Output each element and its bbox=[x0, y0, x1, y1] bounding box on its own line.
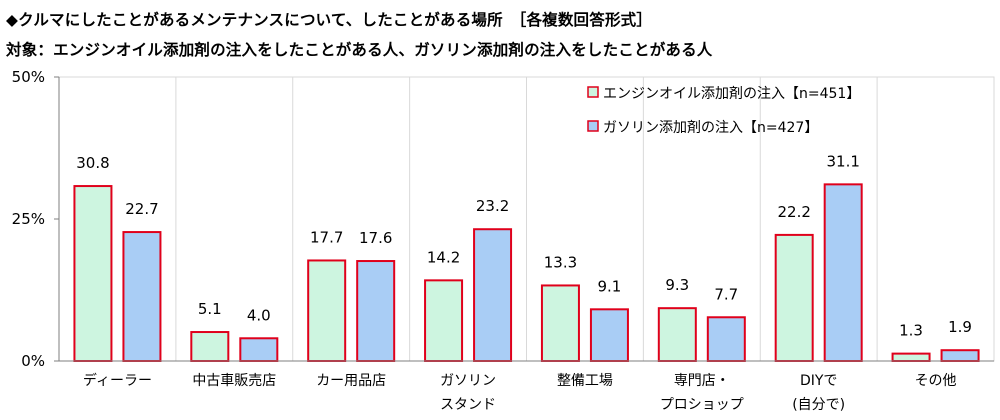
data-label: 7.7 bbox=[714, 285, 738, 303]
data-label: 22.2 bbox=[777, 203, 810, 221]
data-label: 17.6 bbox=[359, 229, 392, 247]
data-label: 31.1 bbox=[826, 152, 859, 170]
legend-swatch bbox=[587, 86, 599, 98]
legend-swatch bbox=[587, 120, 599, 132]
chart-subtitle: 対象：エンジンオイル添加剤の注入をしたことがある人、ガソリン添加剤の注入をしたこ… bbox=[6, 41, 713, 59]
category-label: 整備工場 bbox=[557, 373, 613, 389]
category-label: プロショップ bbox=[660, 397, 744, 413]
category-label: 中古車販売店 bbox=[192, 372, 276, 389]
category-label: その他 bbox=[915, 373, 957, 389]
data-label: 1.9 bbox=[948, 318, 972, 336]
bar bbox=[122, 231, 162, 362]
bar bbox=[774, 233, 814, 363]
data-label: 23.2 bbox=[476, 197, 509, 215]
data-label: 30.8 bbox=[76, 154, 109, 172]
legend-label: エンジンオイル添加剤の注入【n=451】 bbox=[603, 86, 860, 102]
bar bbox=[307, 259, 347, 362]
bar bbox=[891, 352, 931, 362]
data-label: 5.1 bbox=[198, 300, 222, 318]
data-label: 14.2 bbox=[427, 248, 460, 266]
data-label: 17.7 bbox=[310, 228, 343, 246]
category-label: スタンド bbox=[440, 397, 496, 413]
data-label: 9.3 bbox=[665, 276, 689, 294]
bar bbox=[190, 331, 230, 363]
data-label: 9.1 bbox=[598, 277, 622, 295]
category-label: ディーラー bbox=[83, 372, 152, 389]
category-label: カー用品店 bbox=[316, 373, 386, 389]
y-tick-label: 50% bbox=[12, 68, 45, 86]
bar bbox=[940, 349, 980, 363]
data-label: 4.0 bbox=[247, 306, 271, 324]
bar bbox=[356, 260, 396, 363]
legend-label: ガソリン添加剤の注入【n=427】 bbox=[603, 120, 818, 136]
bar bbox=[239, 337, 279, 362]
category-label: 専門店・ bbox=[674, 373, 730, 389]
data-label: 22.7 bbox=[125, 200, 158, 218]
bar bbox=[657, 307, 697, 362]
bar bbox=[424, 279, 464, 362]
y-tick-label: 25% bbox=[12, 210, 45, 228]
data-label: 13.3 bbox=[544, 253, 577, 271]
bar bbox=[73, 185, 113, 362]
y-tick-label: 0% bbox=[21, 352, 45, 370]
chart-title: ◆クルマにしたことがあるメンテナンスについて、したことがある場所 ［各複数回答形… bbox=[6, 11, 653, 29]
category-label: DIYで bbox=[800, 373, 837, 389]
bar bbox=[706, 316, 746, 363]
bar bbox=[540, 284, 580, 362]
category-label: (自分で) bbox=[792, 397, 845, 413]
data-label: 1.3 bbox=[899, 322, 923, 340]
bar bbox=[823, 183, 863, 362]
bar bbox=[473, 228, 513, 362]
bar bbox=[589, 308, 629, 363]
category-label: ガソリン bbox=[440, 373, 496, 389]
